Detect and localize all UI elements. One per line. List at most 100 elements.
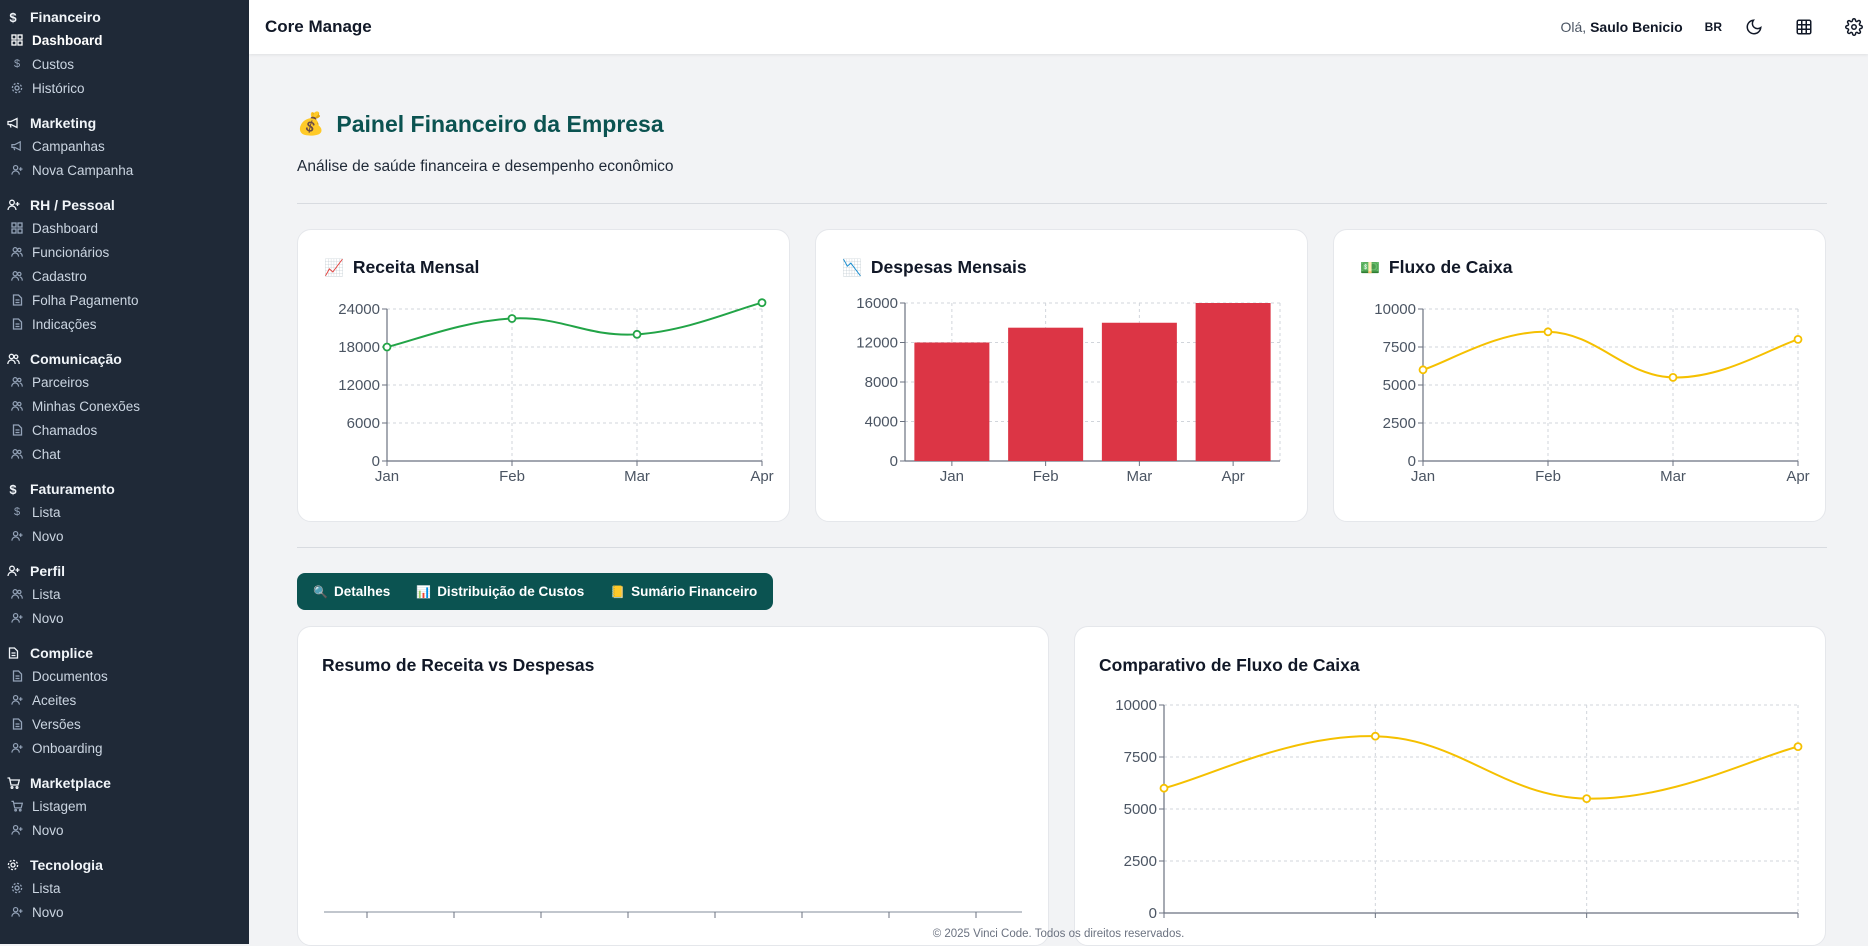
x-tick-label: Jan <box>940 468 964 485</box>
gear-icon <box>6 858 20 872</box>
sidebar-item-chamados[interactable]: Chamados <box>0 418 249 442</box>
document-icon <box>11 718 23 730</box>
sidebar-item-dashboard[interactable]: Dashboard <box>0 216 249 240</box>
tab-cost-distribution[interactable]: 📊Distribuição de Custos <box>408 573 592 610</box>
data-point <box>1372 733 1379 740</box>
sidebar-item-chat[interactable]: Chat <box>0 442 249 466</box>
cart-icon <box>11 800 23 812</box>
gear-icon[interactable] <box>1844 17 1864 37</box>
sidebar-item-listagem[interactable]: Listagem <box>0 794 249 818</box>
tab-bar: 🔍Detalhes 📊Distribuição de Custos 📒Sumár… <box>297 573 773 610</box>
sidebar-group-title[interactable]: Comunicação <box>0 348 249 370</box>
sidebar-item-lista[interactable]: Lista <box>0 582 249 606</box>
user-name: Saulo Benicio <box>1590 19 1683 35</box>
sidebar-group-label: Complice <box>30 645 93 661</box>
data-point <box>1583 795 1590 802</box>
document-icon <box>11 318 23 330</box>
sidebar-item-vers-es[interactable]: Versões <box>0 712 249 736</box>
page-title-text: Painel Financeiro da Empresa <box>336 111 663 138</box>
users-icon <box>11 376 23 388</box>
sidebar-item-aceites[interactable]: Aceites <box>0 688 249 712</box>
y-tick-label: 18000 <box>338 339 380 356</box>
document-icon <box>11 424 23 436</box>
sidebar-item-label: Minhas Conexões <box>32 399 140 414</box>
page-title: 💰 Painel Financeiro da Empresa <box>297 106 1827 142</box>
sidebar-item-lista[interactable]: Lista <box>0 876 249 900</box>
sidebar-group-title[interactable]: Marketing <box>0 112 249 134</box>
sidebar-item-onboarding[interactable]: Onboarding <box>0 736 249 760</box>
y-tick-label: 8000 <box>865 374 898 391</box>
revenue-vs-expenses-chart[interactable] <box>298 627 1049 946</box>
brand-title[interactable]: Core Manage <box>265 17 372 37</box>
language-selector[interactable]: BR <box>1705 20 1722 34</box>
sidebar-group-label: Perfil <box>30 563 65 579</box>
sidebar-group-title[interactable]: Complice <box>0 642 249 664</box>
sidebar-item-label: Aceites <box>32 693 76 708</box>
sidebar-item-cadastro[interactable]: Cadastro <box>0 264 249 288</box>
sidebar-item-lista[interactable]: $Lista <box>0 500 249 524</box>
sidebar-item-campanhas[interactable]: Campanhas <box>0 134 249 158</box>
y-tick-label: 12000 <box>338 377 380 394</box>
sidebar-item-novo[interactable]: Novo <box>0 524 249 548</box>
sidebar-item-novo[interactable]: Novo <box>0 606 249 630</box>
sidebar-item-dashboard[interactable]: Dashboard <box>0 28 249 52</box>
tab-financial-summary[interactable]: 📒Sumário Financeiro <box>602 573 765 610</box>
dollar-icon: $ <box>6 482 20 496</box>
sidebar-group-label: RH / Pessoal <box>30 197 115 213</box>
moon-icon[interactable] <box>1744 17 1764 37</box>
sidebar-item-label: Nova Campanha <box>32 163 133 178</box>
cart-icon <box>6 776 20 790</box>
sidebar-item-minhas-conex-es[interactable]: Minhas Conexões <box>0 394 249 418</box>
gear-icon <box>11 82 23 94</box>
sidebar-item-documentos[interactable]: Documentos <box>0 664 249 688</box>
sidebar-item-custos[interactable]: $Custos <box>0 52 249 76</box>
sidebar-group-title[interactable]: Tecnologia <box>0 854 249 876</box>
grid-apps-icon[interactable] <box>1794 17 1814 37</box>
sidebar-item-nova-campanha[interactable]: Nova Campanha <box>0 158 249 182</box>
bottom-cards: Resumo de Receita vs Despesas Comparativ… <box>297 626 1827 946</box>
tab-details[interactable]: 🔍Detalhes <box>305 573 398 610</box>
x-tick-label: Apr <box>750 468 773 485</box>
revenue-vs-expenses-card: Resumo de Receita vs Despesas <box>297 626 1049 946</box>
user-plus-icon <box>11 530 23 542</box>
sidebar-item-funcion-rios[interactable]: Funcionários <box>0 240 249 264</box>
dollar-icon: $ <box>6 10 20 24</box>
user-greeting[interactable]: Olá, Saulo Benicio <box>1561 19 1683 35</box>
sidebar-item-novo[interactable]: Novo <box>0 818 249 842</box>
x-tick-label: Feb <box>499 468 525 485</box>
sidebar-group-title[interactable]: RH / Pessoal <box>0 194 249 216</box>
sidebar-item-parceiros[interactable]: Parceiros <box>0 370 249 394</box>
sidebar-group-title[interactable]: Perfil <box>0 560 249 582</box>
document-icon <box>6 646 20 660</box>
y-tick-label: 0 <box>1149 905 1157 922</box>
sidebar-item-label: Folha Pagamento <box>32 293 139 308</box>
sidebar-item-folha-pagamento[interactable]: Folha Pagamento <box>0 288 249 312</box>
sidebar-group-title[interactable]: $Financeiro <box>0 6 249 28</box>
sidebar-item-indica-es[interactable]: Indicações <box>0 312 249 336</box>
sidebar-group-title[interactable]: $Faturamento <box>0 478 249 500</box>
y-tick-label: 4000 <box>865 414 898 431</box>
users-icon <box>6 352 20 366</box>
sidebar-item-label: Chat <box>32 447 61 462</box>
y-tick-label: 12000 <box>856 335 898 352</box>
bar-chart-icon: 📊 <box>416 585 431 599</box>
y-tick-label: 2500 <box>1124 853 1157 870</box>
main-content: 💰 Painel Financeiro da Empresa Análise d… <box>297 54 1827 946</box>
divider <box>297 203 1827 204</box>
sidebar-item-novo[interactable]: Novo <box>0 900 249 924</box>
x-tick-label: Feb <box>1033 468 1059 485</box>
sidebar-group-title[interactable]: Marketplace <box>0 772 249 794</box>
sidebar-item-hist-rico[interactable]: Histórico <box>0 76 249 100</box>
